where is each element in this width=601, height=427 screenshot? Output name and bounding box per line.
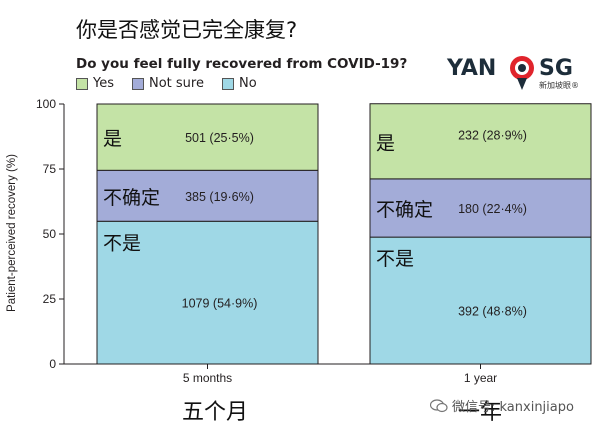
cn-segment-label-1-year-not-sure: 不确定 (376, 199, 433, 221)
bar-5-months-no (96, 220, 319, 365)
legend-item-no: No (221, 76, 257, 91)
wechat-icon (430, 398, 448, 412)
category-cn-label-5-months: 五个月 (182, 400, 249, 425)
data-label-1-year-yes: 232 (28·9%) (458, 128, 527, 142)
cn-segment-label-5-months-not-sure: 不确定 (103, 187, 160, 209)
legend-item-yes: Yes (76, 76, 114, 91)
bar-5-months-not-sure (96, 169, 319, 222)
y-tick-label-100: 100 (36, 97, 56, 111)
legend-label-no: No (238, 76, 257, 91)
watermark-text: 微信号: kanxinjiapo (452, 400, 574, 415)
data-label-5-months-no: 1079 (54·9%) (182, 297, 258, 311)
y-tick-label-0: 0 (49, 357, 56, 371)
legend-label-not-sure: Not sure (149, 76, 204, 91)
logo-pin-icon (510, 56, 534, 90)
y-tick-label-75: 75 (43, 162, 57, 176)
bars: 1079 (54·9%) 不是 385 (19·6%) 不确定 501 (25·5%) 是… (96, 103, 592, 365)
bar-5-months-yes (96, 103, 319, 171)
legend-swatch-yes (76, 77, 88, 90)
legend-item-not-sure: Not sure (132, 76, 204, 91)
bar-1-year-no (369, 236, 592, 365)
logo-subtitle: 新加坡眼® (539, 81, 579, 90)
data-label-5-months-yes: 501 (25·5%) (185, 131, 254, 145)
bar-1-year-not-sure (369, 178, 592, 238)
data-label-1-year-no: 392 (48·8%) (458, 305, 527, 319)
cn-segment-label-5-months-yes: 是 (103, 128, 122, 150)
cn-segment-label-1-year-yes: 是 (376, 132, 395, 154)
y-axis: 0 25 50 75 100 (36, 97, 65, 371)
cn-segment-label-5-months-no: 不是 (103, 232, 141, 254)
logo-text-left: YAN (447, 56, 497, 81)
cn-segment-label-1-year-no: 不是 (376, 248, 414, 270)
legend-swatch-not-sure (132, 77, 144, 90)
x-axis: 5 months 1 year (64, 363, 590, 385)
logo-text-right: SG (539, 56, 573, 81)
yan-sg-logo: YAN SG 新加坡眼® (447, 54, 587, 96)
x-tick-label-5-months: 5 months (183, 371, 232, 385)
data-label-1-year-not-sure: 180 (22·4%) (458, 202, 527, 216)
x-tick-label-1-year: 1 year (464, 371, 497, 385)
wechat-watermark: 微信号: kanxinjiapo (430, 396, 574, 415)
chart-title: Do you feel fully recovered from COVID-1… (76, 56, 408, 72)
data-label-5-months-not-sure: 385 (19·6%) (185, 190, 254, 204)
y-tick-label-25: 25 (43, 292, 57, 306)
legend: Yes Not sure No (76, 76, 275, 91)
category-cn-label-1-year: 一年 (458, 400, 503, 425)
y-tick-label-50: 50 (43, 227, 57, 241)
y-axis-label: Patient-perceived recovery (%) (6, 154, 18, 312)
legend-label-yes: Yes (93, 76, 114, 91)
legend-swatch-no (221, 77, 234, 90)
chinese-title: 你是否感觉已完全康复? (76, 18, 298, 42)
bar-1-year-yes (369, 103, 592, 180)
